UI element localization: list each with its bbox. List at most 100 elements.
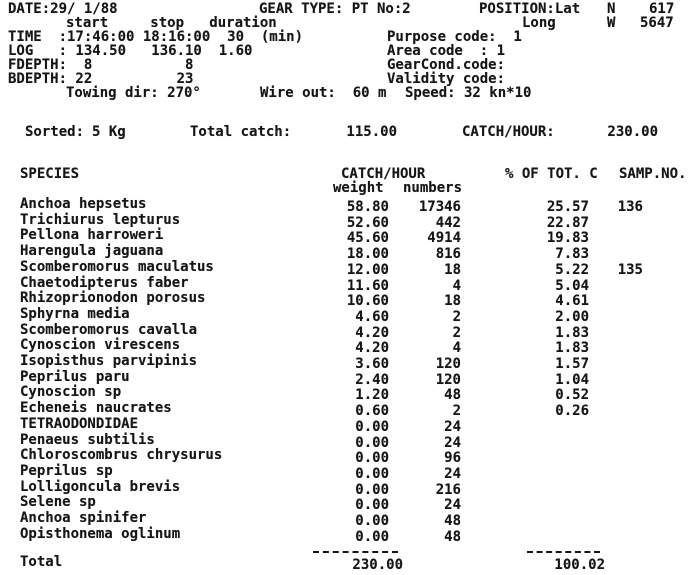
species-name: Scomberomorus maculatus bbox=[20, 259, 214, 275]
weight-cell: 0.60 bbox=[355, 403, 389, 419]
long-hemisphere: W bbox=[607, 15, 616, 31]
weight-cell: 0.00 bbox=[355, 497, 389, 513]
pct-tot-cell: 5.22 bbox=[555, 262, 589, 278]
sorted-label: Sorted: bbox=[25, 124, 85, 140]
numbers-cell: 4914 bbox=[427, 230, 461, 246]
total-pct-value: 100.02 bbox=[554, 557, 605, 573]
weight-cell: 0.00 bbox=[355, 482, 389, 498]
species-name: Isopisthus parvipinis bbox=[20, 353, 198, 369]
species-name: Cynoscion sp bbox=[20, 384, 122, 400]
numbers-cell: 2 bbox=[452, 309, 461, 325]
bdepth-row: BDEPTH: 22 23 bbox=[8, 71, 194, 87]
pct-tot-cell: 0.26 bbox=[555, 403, 589, 419]
species-name: Penaeus subtilis bbox=[20, 432, 155, 448]
species-name: Rhizoprionodon porosus bbox=[20, 290, 206, 306]
weight-cell: 0.00 bbox=[355, 466, 389, 482]
purpose-code-field: Purpose code: 1 bbox=[387, 29, 522, 45]
weight-cell: 0.00 bbox=[355, 450, 389, 466]
weight-cell: 58.80 bbox=[346, 199, 389, 215]
pct-tot-cell: 19.83 bbox=[546, 230, 589, 246]
total-catch-value: 115.00 bbox=[346, 124, 397, 140]
weight-cell: 12.00 bbox=[346, 262, 389, 278]
numbers-cell: 24 bbox=[444, 497, 461, 513]
weight-cell: 45.60 bbox=[346, 230, 389, 246]
numbers-cell: 48 bbox=[444, 529, 461, 545]
pct-tot-column-header: % OF TOT. C bbox=[505, 166, 598, 182]
weight-cell: 0.00 bbox=[355, 419, 389, 435]
numbers-cell: 48 bbox=[444, 387, 461, 403]
weight-cell: 10.60 bbox=[346, 293, 389, 309]
species-name: Anchoa hepsetus bbox=[20, 196, 147, 212]
species-name: Scomberomorus cavalla bbox=[20, 322, 198, 338]
pct-tot-cell: 7.83 bbox=[555, 246, 589, 262]
total-label: Total bbox=[20, 554, 63, 570]
lat-hemisphere: N bbox=[607, 1, 616, 17]
weight-cell: 0.00 bbox=[355, 529, 389, 545]
lat-value: 617 bbox=[649, 1, 675, 17]
pct-tot-cell: 0.52 bbox=[555, 387, 589, 403]
wire-out-field: Wire out: 60 m bbox=[260, 85, 387, 101]
numbers-cell: 18 bbox=[444, 293, 461, 309]
pct-tot-cell: 2.00 bbox=[555, 309, 589, 325]
species-name: Selene sp bbox=[20, 494, 96, 510]
weight-cell: 2.40 bbox=[355, 372, 389, 388]
weight-cell: 0.00 bbox=[355, 435, 389, 451]
species-name: Peprilus paru bbox=[20, 369, 130, 385]
numbers-subheader: numbers bbox=[403, 180, 463, 196]
species-name: Anchoa spinifer bbox=[20, 510, 147, 526]
numbers-cell: 216 bbox=[435, 482, 461, 498]
species-name: TETRAODONDIDAE bbox=[20, 416, 139, 432]
total-catch-label: Total catch: bbox=[190, 124, 292, 140]
pct-tot-cell: 5.04 bbox=[555, 278, 589, 294]
species-name: Trichiurus lepturus bbox=[20, 212, 181, 228]
numbers-cell: 120 bbox=[435, 356, 461, 372]
weight-cell: 11.60 bbox=[346, 278, 389, 294]
speed-field: Speed: 32 kn*10 bbox=[405, 85, 532, 101]
catch-hour-label: CATCH/HOUR: bbox=[462, 124, 555, 140]
fdepth-row: FDEPTH: 8 8 bbox=[8, 57, 194, 73]
weight-cell: 4.20 bbox=[355, 340, 389, 356]
numbers-cell: 4 bbox=[452, 278, 461, 294]
total-weight-rule bbox=[313, 551, 398, 553]
weight-cell: 52.60 bbox=[346, 215, 389, 231]
numbers-cell: 24 bbox=[444, 435, 461, 451]
pct-tot-cell: 1.83 bbox=[555, 340, 589, 356]
total-weight-value: 230.00 bbox=[352, 557, 403, 573]
samp-no-cell: 135 bbox=[617, 262, 643, 278]
sorted-value: 5 Kg bbox=[92, 124, 126, 140]
pct-tot-cell: 1.57 bbox=[555, 356, 589, 372]
species-column-header: SPECIES bbox=[20, 166, 80, 182]
species-name: Echeneis naucrates bbox=[20, 400, 172, 416]
numbers-cell: 48 bbox=[444, 513, 461, 529]
numbers-cell: 2 bbox=[452, 325, 461, 341]
species-name: Peprilus sp bbox=[20, 463, 113, 479]
samp-no-column-header: SAMP.NO. bbox=[619, 166, 687, 182]
weight-cell: 3.60 bbox=[355, 356, 389, 372]
start-stop-duration-header: start stop duration bbox=[66, 15, 277, 31]
weight-cell: 4.20 bbox=[355, 325, 389, 341]
log-row: LOG : 134.50 136.10 1.60 bbox=[8, 43, 253, 59]
pct-tot-cell: 25.57 bbox=[546, 199, 589, 215]
gear-type-field: GEAR TYPE: PT No:2 bbox=[259, 1, 411, 17]
numbers-cell: 24 bbox=[444, 419, 461, 435]
validity-code-field: Validity code: bbox=[387, 71, 506, 87]
numbers-cell: 442 bbox=[435, 215, 461, 231]
pct-tot-cell: 1.04 bbox=[555, 372, 589, 388]
weight-cell: 4.60 bbox=[355, 309, 389, 325]
weight-cell: 18.00 bbox=[346, 246, 389, 262]
species-name: Opisthonema oglinum bbox=[20, 526, 181, 542]
catch-hour-column-header: CATCH/HOUR bbox=[341, 166, 426, 182]
area-code-field: Area code : 1 bbox=[387, 43, 506, 59]
species-name: Pellona harroweri bbox=[20, 227, 164, 243]
species-name: Lolligoncula brevis bbox=[20, 479, 181, 495]
pct-tot-cell: 4.61 bbox=[555, 293, 589, 309]
catch-hour-value: 230.00 bbox=[607, 124, 658, 140]
pct-tot-cell: 1.83 bbox=[555, 325, 589, 341]
species-name: Chaetodipterus faber bbox=[20, 275, 189, 291]
numbers-cell: 2 bbox=[452, 403, 461, 419]
gearcond-code-field: GearCond.code: bbox=[387, 57, 506, 73]
numbers-cell: 17346 bbox=[418, 199, 461, 215]
weight-cell: 0.00 bbox=[355, 513, 389, 529]
weight-subheader: weight bbox=[333, 180, 384, 196]
